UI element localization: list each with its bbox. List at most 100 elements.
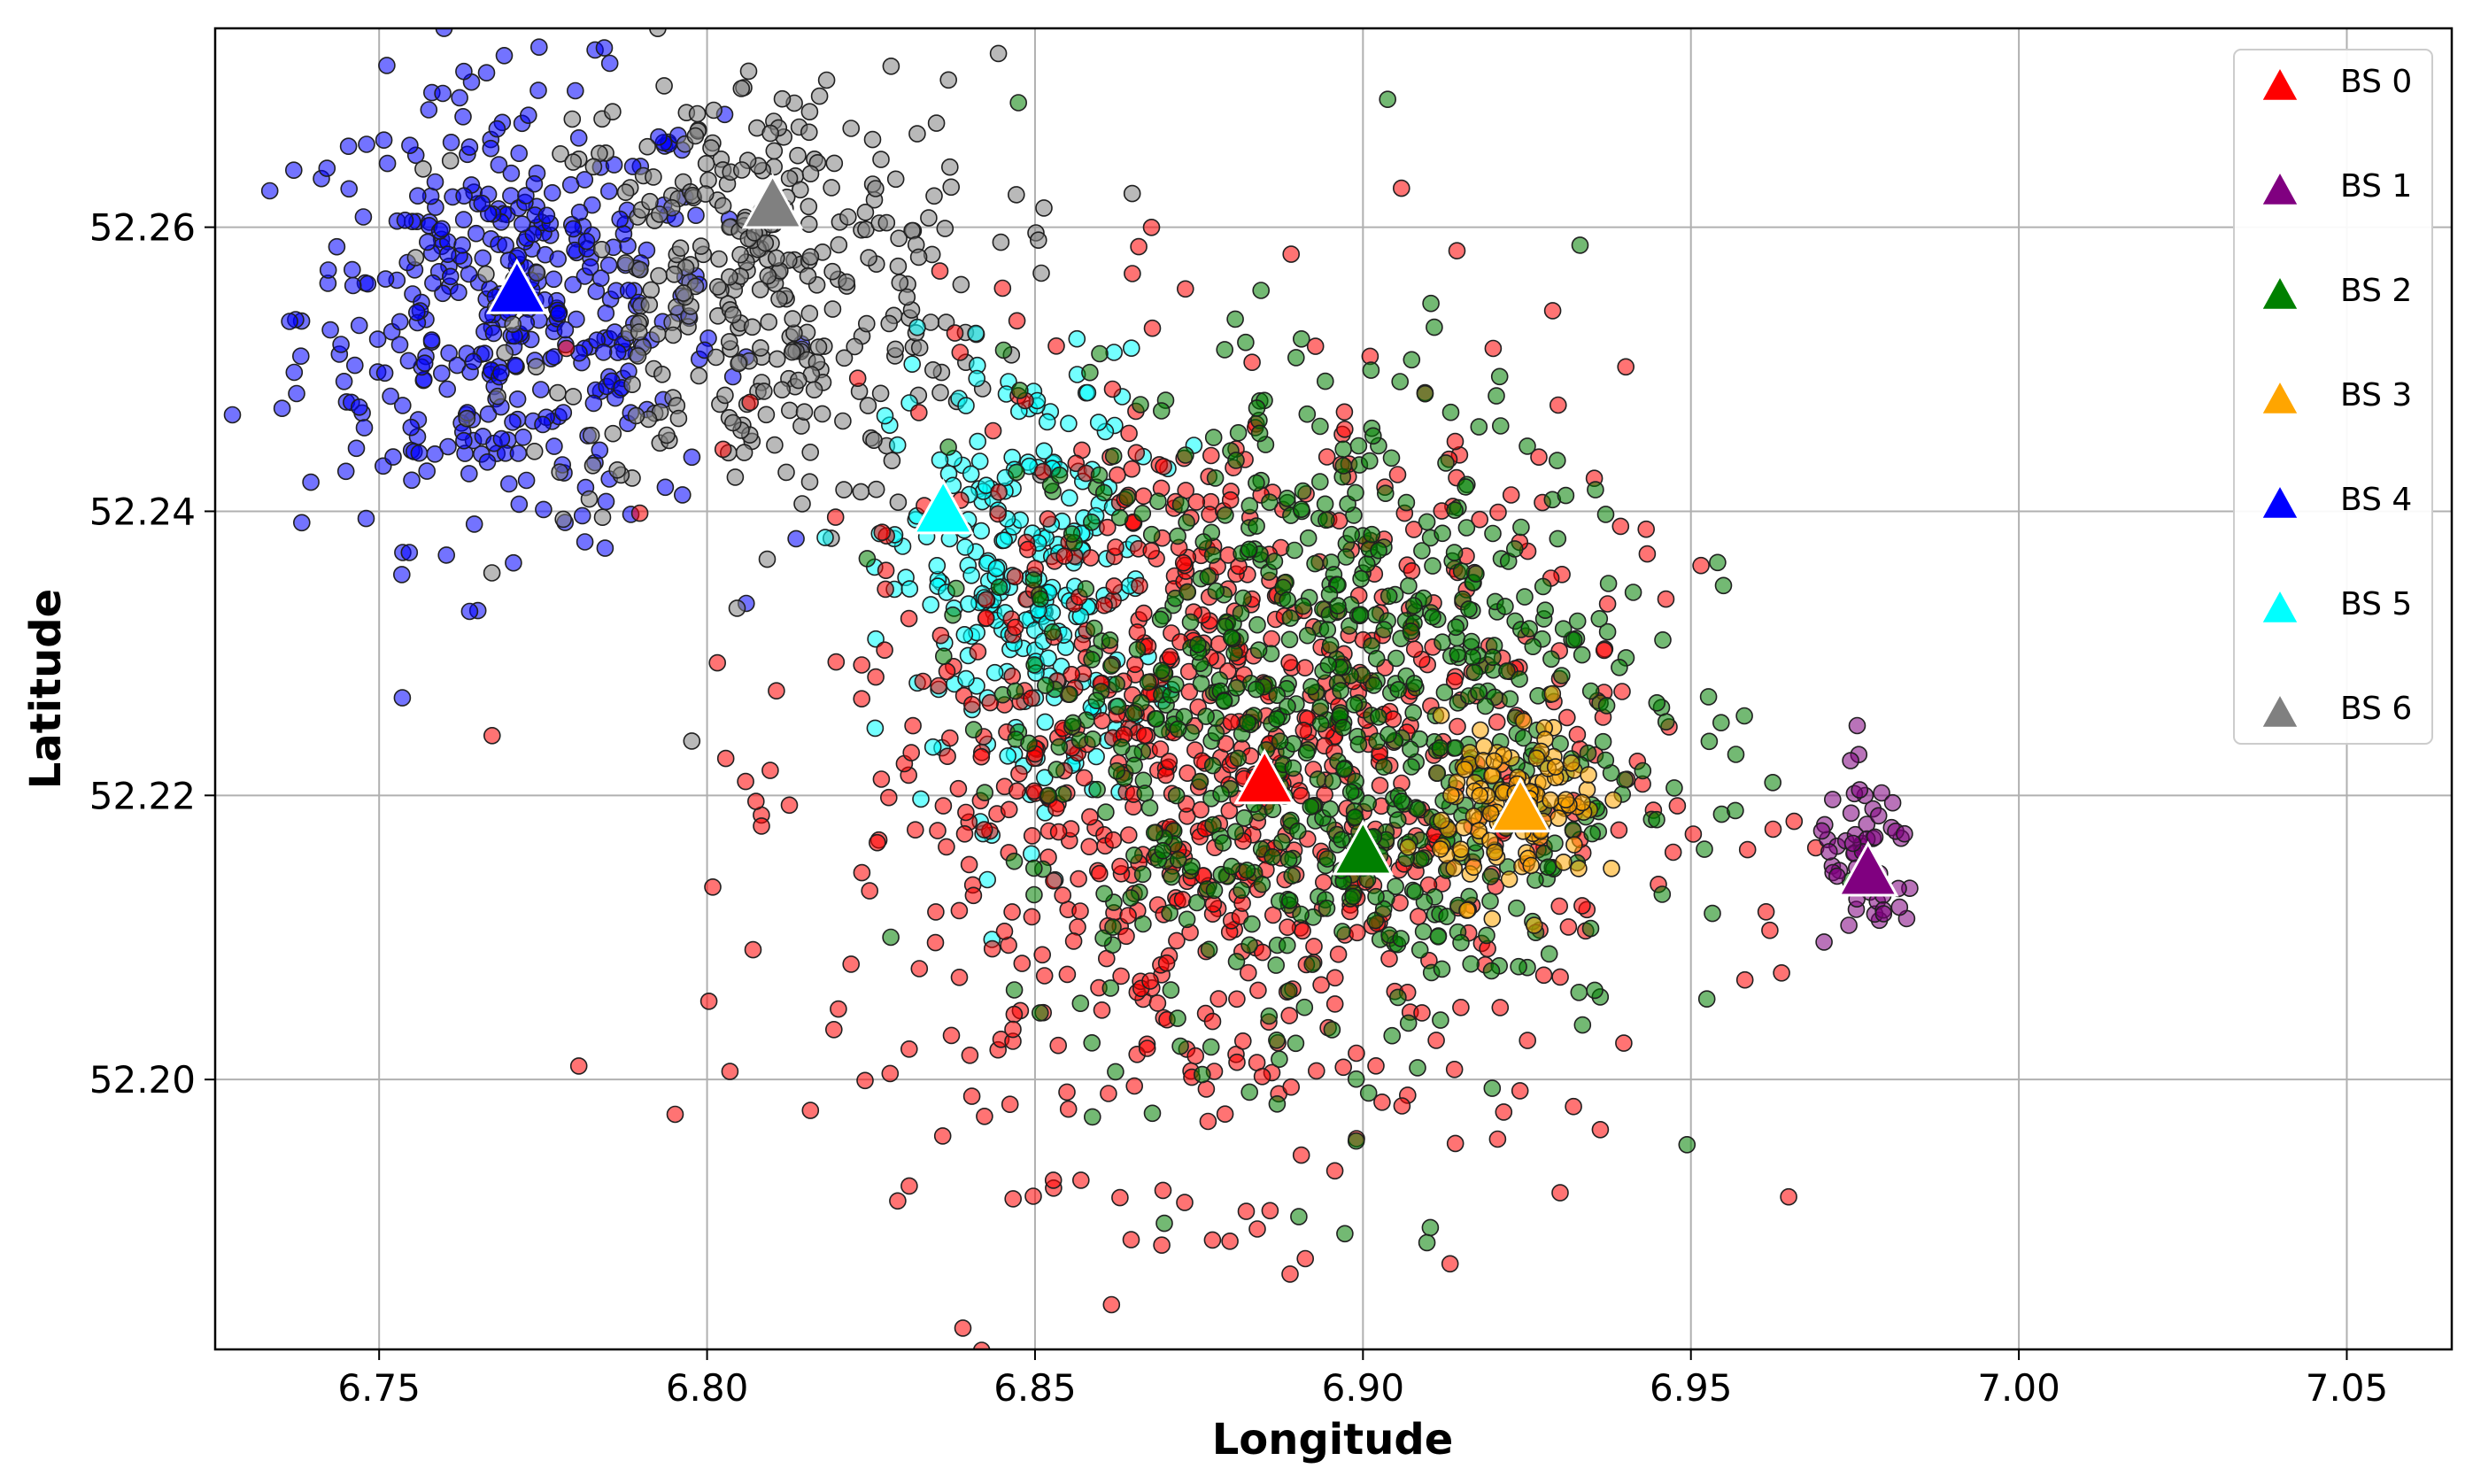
user-point <box>1568 725 1587 744</box>
user-point <box>1123 184 1141 203</box>
user-point <box>1873 784 1890 802</box>
user-point <box>460 602 479 621</box>
user-point <box>741 393 760 412</box>
user-point <box>1113 738 1131 756</box>
user-point <box>1000 800 1018 819</box>
user-point <box>573 506 591 525</box>
user-point <box>1034 462 1052 481</box>
user-point <box>608 344 627 361</box>
user-point <box>1448 242 1466 260</box>
user-point <box>1483 767 1501 785</box>
user-point <box>1226 823 1245 841</box>
user-point <box>1063 525 1081 543</box>
user-point <box>1449 645 1467 663</box>
user-point <box>1233 881 1250 900</box>
user-point <box>390 313 409 331</box>
user-point <box>1490 367 1509 386</box>
user-point <box>488 120 506 138</box>
user-point <box>1333 923 1351 940</box>
user-point <box>1403 351 1421 369</box>
user-point <box>692 237 710 255</box>
legend-frame <box>2233 49 2433 745</box>
user-point <box>690 367 708 385</box>
user-point <box>801 1101 820 1119</box>
user-point <box>454 108 472 126</box>
user-point <box>554 404 573 421</box>
user-point <box>1305 938 1323 955</box>
user-point <box>608 460 627 479</box>
user-point <box>1828 867 1846 885</box>
user-point <box>1161 647 1179 666</box>
user-point <box>800 197 818 216</box>
user-point <box>683 732 701 750</box>
user-point <box>801 165 820 182</box>
user-point <box>640 296 659 313</box>
user-point <box>1312 976 1330 994</box>
user-point <box>770 290 788 308</box>
user-point <box>1142 218 1161 236</box>
user-point <box>761 124 779 143</box>
user-point <box>1851 781 1869 799</box>
user-point <box>1418 1233 1436 1252</box>
user-point <box>985 663 1004 682</box>
user-point <box>1551 968 1569 986</box>
user-point <box>477 64 496 81</box>
user-point <box>592 240 611 259</box>
user-point <box>766 436 784 454</box>
user-point <box>642 281 661 299</box>
user-point <box>1227 678 1246 697</box>
user-point <box>817 71 836 89</box>
user-point <box>426 173 444 191</box>
user-point <box>990 483 1008 501</box>
user-point <box>1321 636 1340 654</box>
user-point <box>597 304 615 322</box>
user-point <box>1840 916 1858 934</box>
user-point <box>1306 554 1324 573</box>
user-point <box>1095 885 1113 903</box>
user-point <box>1279 918 1296 936</box>
user-point <box>1071 994 1090 1012</box>
user-point <box>1058 1083 1076 1101</box>
user-point <box>868 833 886 852</box>
user-point <box>867 480 885 499</box>
user-point <box>1506 540 1524 558</box>
user-point <box>524 225 543 243</box>
user-point <box>1348 1044 1365 1063</box>
user-point <box>420 101 438 119</box>
user-point <box>773 89 792 108</box>
user-point <box>1127 444 1146 462</box>
user-point <box>595 39 614 57</box>
user-point <box>600 54 619 73</box>
legend-marker <box>2260 692 2300 729</box>
user-point <box>1001 1095 1019 1113</box>
user-point <box>1565 630 1583 649</box>
user-point <box>519 106 537 124</box>
user-point <box>1174 553 1193 572</box>
user-point <box>509 444 528 462</box>
user-point <box>596 539 614 557</box>
user-point <box>517 187 535 205</box>
user-point <box>638 137 657 156</box>
user-point <box>1624 584 1642 601</box>
user-point <box>1325 995 1344 1013</box>
user-point <box>1820 843 1838 861</box>
user-point <box>936 220 954 237</box>
user-point <box>1260 1007 1279 1025</box>
user-point <box>882 58 900 75</box>
user-point <box>1225 644 1243 662</box>
user-point <box>382 387 399 406</box>
user-point <box>1311 715 1330 733</box>
user-point <box>871 384 890 403</box>
user-point <box>422 331 441 349</box>
user-point <box>1123 460 1140 478</box>
user-point <box>458 409 476 428</box>
user-point <box>1271 1050 1288 1068</box>
user-point <box>1318 448 1336 466</box>
user-point <box>478 452 497 471</box>
user-point <box>474 249 492 267</box>
user-point <box>496 344 514 362</box>
user-point <box>1326 969 1344 987</box>
user-point <box>934 797 953 815</box>
user-point <box>1896 824 1913 843</box>
user-point <box>1267 956 1285 974</box>
